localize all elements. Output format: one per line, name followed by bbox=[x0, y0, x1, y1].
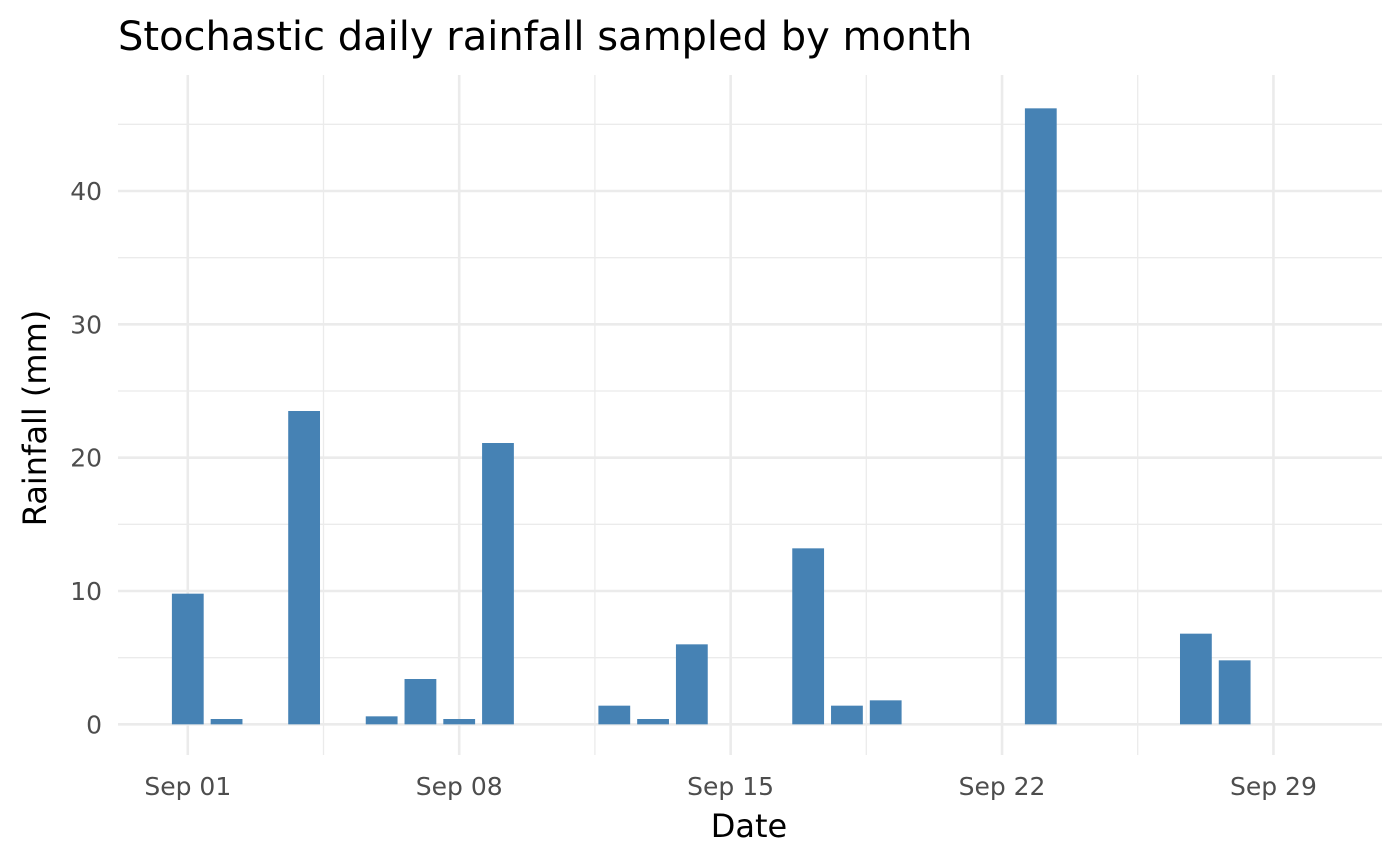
bars bbox=[171, 108, 1251, 725]
bar bbox=[1218, 660, 1251, 725]
y-axis-ticks: 0 10 20 30 40 bbox=[70, 177, 102, 739]
bar bbox=[792, 548, 825, 725]
bar bbox=[637, 719, 669, 725]
y-tick-label: 30 bbox=[70, 310, 102, 339]
bar bbox=[365, 716, 398, 725]
x-tick-label: Sep 22 bbox=[959, 772, 1046, 801]
x-axis-ticks: Sep 01 Sep 08 Sep 15 Sep 22 Sep 29 bbox=[144, 772, 1317, 801]
bar bbox=[288, 411, 321, 725]
bar bbox=[598, 705, 631, 725]
x-tick-label: Sep 01 bbox=[144, 772, 231, 801]
bar bbox=[831, 705, 863, 725]
x-tick-label: Sep 15 bbox=[687, 772, 774, 801]
bar bbox=[869, 700, 902, 725]
x-axis-title: Date bbox=[711, 807, 787, 845]
grid bbox=[118, 75, 1382, 755]
x-tick-label: Sep 29 bbox=[1230, 772, 1317, 801]
y-tick-label: 40 bbox=[70, 177, 102, 206]
x-tick-label: Sep 08 bbox=[416, 772, 503, 801]
chart-title: Stochastic daily rainfall sampled by mon… bbox=[118, 14, 972, 60]
bar bbox=[443, 719, 476, 725]
bar bbox=[675, 644, 708, 725]
bar bbox=[210, 719, 243, 725]
y-axis-title: Rainfall (mm) bbox=[16, 310, 54, 526]
bar bbox=[1024, 108, 1057, 725]
bar bbox=[171, 593, 204, 725]
y-tick-label: 0 bbox=[86, 710, 102, 739]
bar bbox=[1179, 633, 1212, 725]
bar bbox=[404, 679, 437, 725]
bar bbox=[482, 443, 514, 725]
y-tick-label: 20 bbox=[70, 444, 102, 473]
y-tick-label: 10 bbox=[70, 577, 102, 606]
